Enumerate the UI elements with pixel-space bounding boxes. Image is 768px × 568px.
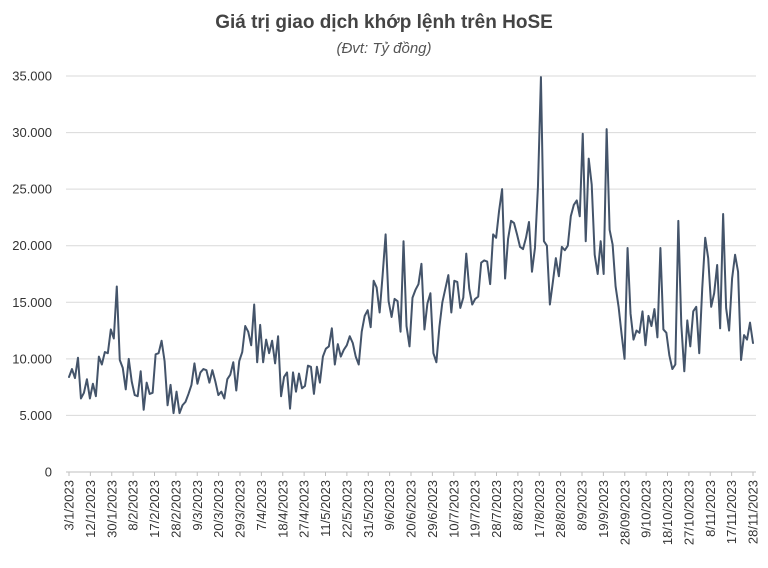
y-tick-label: 0 — [45, 465, 52, 480]
x-tick-label: 28/8/2023 — [553, 480, 568, 538]
chart-title: Giá trị giao dịch khớp lệnh trên HoSE — [215, 12, 553, 33]
x-tick-label: 28/2/2023 — [168, 480, 183, 538]
x-tick-label: 3/1/2023 — [62, 480, 77, 531]
x-tick-label: 17/11/2023 — [724, 480, 739, 544]
x-tick-label: 17/8/2023 — [532, 480, 547, 538]
y-tick-label: 5.000 — [19, 408, 52, 423]
x-tick-label: 28/09/2023 — [617, 480, 632, 545]
x-tick-label: 9/3/2023 — [190, 480, 205, 531]
x-tick-label: 29/3/2023 — [233, 480, 248, 538]
x-tick-label: 29/6/2023 — [425, 480, 440, 538]
x-tick-label: 20/3/2023 — [211, 480, 226, 538]
x-axis-ticks: 3/1/2023 12/1/2023 30/1/2023 8/2/2023 17/2/2… — [62, 472, 761, 545]
x-tick-label: 28/7/2023 — [489, 480, 504, 538]
x-tick-label: 9/10/2023 — [639, 480, 654, 538]
x-tick-label: 19/7/2023 — [468, 480, 483, 538]
y-axis-ticks: 0 5.000 10.000 15.000 20.000 25.000 30.000 35.0… — [12, 69, 52, 480]
gridlines — [66, 75, 756, 416]
x-tick-label: 11/5/2023 — [318, 480, 333, 537]
x-tick-label: 28/11/2023 — [746, 480, 761, 544]
y-tick-label: 25.000 — [12, 182, 52, 197]
x-tick-label: 8/9/2023 — [575, 480, 590, 531]
y-tick-label: 15.000 — [12, 295, 52, 310]
x-tick-label: 27/4/2023 — [297, 480, 312, 538]
series-line — [68, 76, 754, 415]
x-tick-label: 8/11/2023 — [703, 480, 718, 537]
y-tick-label: 35.000 — [12, 69, 52, 84]
x-tick-label: 18/10/2023 — [660, 480, 675, 545]
x-tick-label: 17/2/2023 — [147, 480, 162, 538]
chart-subtitle: (Đvt: Tỷ đồng) — [336, 40, 432, 57]
x-tick-label: 8/8/2023 — [510, 480, 525, 531]
y-tick-label: 10.000 — [12, 351, 52, 366]
x-tick-label: 8/2/2023 — [126, 480, 141, 531]
x-tick-label: 10/7/2023 — [446, 480, 461, 538]
x-tick-label: 19/9/2023 — [596, 480, 611, 538]
x-tick-label: 31/5/2023 — [361, 480, 376, 538]
y-tick-label: 30.000 — [12, 125, 52, 140]
x-tick-label: 27/10/2023 — [681, 480, 696, 545]
x-tick-label: 7/4/2023 — [254, 480, 269, 531]
x-tick-label: 12/1/2023 — [83, 480, 98, 538]
x-tick-label: 22/5/2023 — [339, 480, 354, 538]
y-tick-label: 20.000 — [12, 238, 52, 253]
x-tick-label: 30/1/2023 — [104, 480, 119, 538]
x-tick-label: 18/4/2023 — [275, 480, 290, 538]
x-tick-label: 9/6/2023 — [382, 480, 397, 531]
series-layer — [68, 76, 754, 415]
x-tick-label: 20/6/2023 — [404, 480, 419, 538]
